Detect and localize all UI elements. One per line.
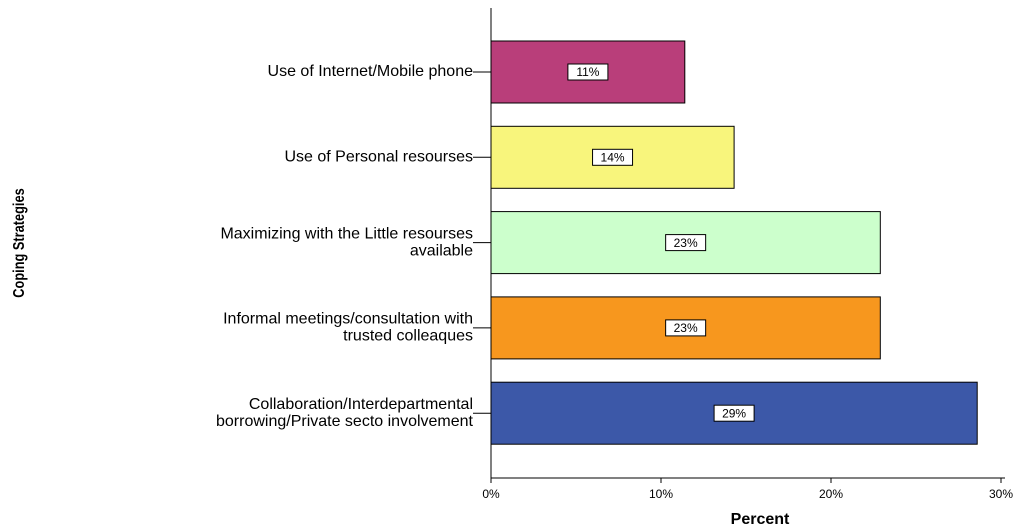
x-axis-title: Percent — [731, 511, 790, 528]
y-tick-label: Collaboration/Interdepartmental — [249, 396, 473, 413]
value-label: 14% — [601, 150, 625, 164]
y-tick-label: Maximizing with the Little resourses — [220, 225, 473, 242]
y-tick-label: Use of Personal resourses — [284, 149, 473, 166]
value-label: 23% — [674, 321, 698, 335]
value-label-box — [567, 63, 609, 81]
y-tick-label: Use of Internet/Mobile phone — [268, 63, 474, 80]
x-tick-label: 30% — [989, 487, 1013, 501]
y-tick-label: Informal meetings/consultation with — [223, 311, 473, 328]
x-tick-label: 0% — [482, 487, 500, 501]
value-label: 29% — [722, 406, 746, 420]
value-label: 11% — [576, 65, 599, 79]
value-label: 23% — [674, 236, 698, 250]
y-tick-label: borrowing/Private secto involvement — [216, 413, 474, 430]
y-axis-title: Coping Strategies — [11, 188, 29, 297]
value-label-box — [713, 404, 755, 422]
value-label-box — [592, 148, 634, 166]
x-tick-label: 20% — [819, 487, 843, 501]
y-tick-label: trusted colleaques — [343, 328, 473, 345]
value-label-box — [665, 319, 707, 337]
x-tick-label: 10% — [649, 487, 673, 501]
value-label-box — [665, 234, 707, 252]
y-tick-label: available — [410, 242, 473, 259]
